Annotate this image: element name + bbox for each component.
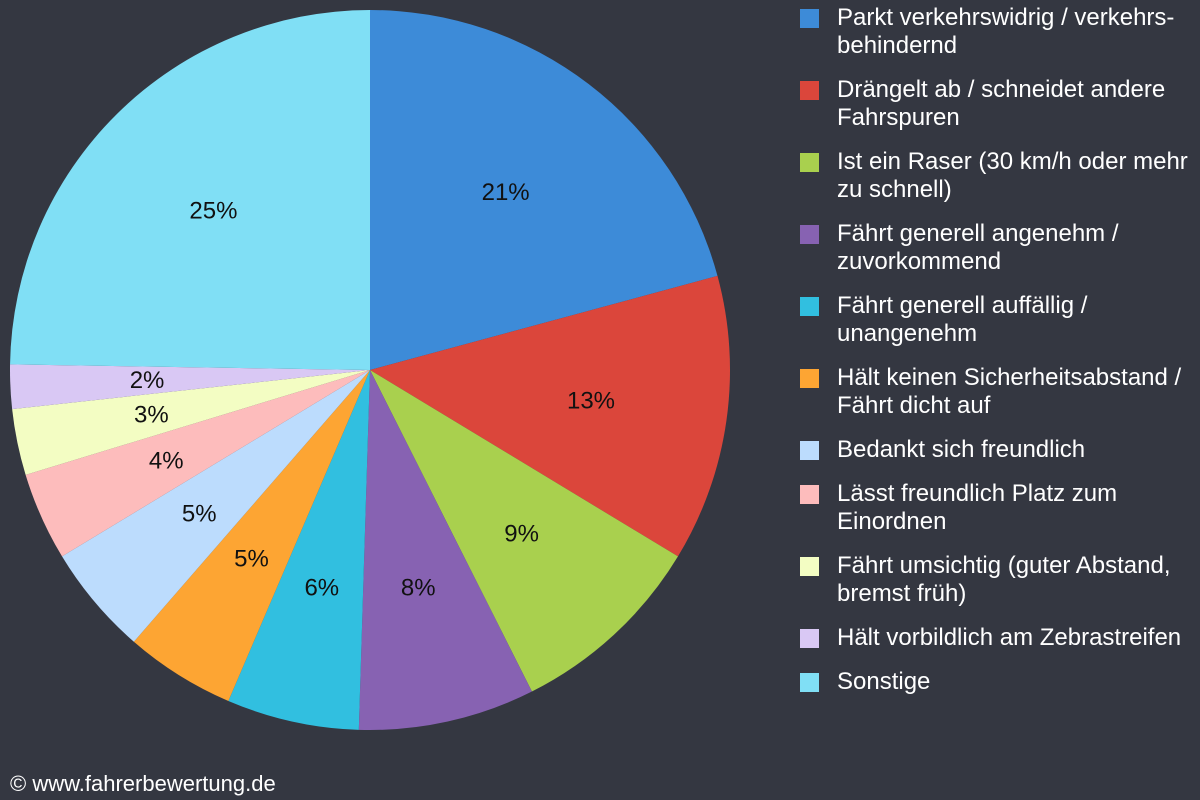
legend-swatch	[800, 153, 819, 172]
slice-label: 6%	[304, 574, 339, 601]
chart-legend: Parkt verkehrswidrig / verkehrs-behinder…	[800, 4, 1195, 712]
legend-swatch	[800, 9, 819, 28]
slice-label: 25%	[189, 197, 237, 224]
slice-label: 5%	[182, 500, 217, 527]
legend-swatch	[800, 81, 819, 100]
pie-slice	[12, 370, 371, 475]
pie-slice	[228, 370, 370, 730]
slice-label: 9%	[504, 520, 539, 547]
legend-item: Bedankt sich freundlich	[800, 436, 1195, 464]
legend-item: Lässt freundlich Platz zum Einordnen	[800, 480, 1195, 536]
legend-label: Drängelt ab / schneidet andere Fahrspure…	[837, 76, 1166, 131]
pie-slice	[25, 370, 371, 557]
pie-slice	[370, 370, 678, 692]
pie-slice	[358, 370, 532, 730]
legend-label: Hält vorbildlich am Zebrastreifen	[837, 624, 1182, 651]
slice-label: 21%	[482, 179, 530, 206]
legend-swatch	[800, 369, 819, 388]
pie-slice	[10, 364, 371, 410]
legend-item: Parkt verkehrswidrig / verkehrs-behinder…	[800, 4, 1195, 60]
legend-swatch	[800, 673, 819, 692]
slice-label: 5%	[234, 546, 269, 573]
pie-slice	[370, 275, 730, 557]
legend-swatch	[800, 225, 819, 244]
legend-item: Ist ein Raser (30 km/h oder mehr zu schn…	[800, 148, 1195, 204]
legend-swatch	[800, 297, 819, 316]
legend-item: Drängelt ab / schneidet andere Fahrspure…	[800, 76, 1195, 132]
slice-label: 13%	[567, 388, 615, 415]
legend-item: Hält keinen Sicherheitsabstand / Fährt d…	[800, 364, 1195, 420]
legend-label: Parkt verkehrswidrig / verkehrs-behinder…	[837, 4, 1175, 59]
legend-swatch	[800, 485, 819, 504]
legend-label: Ist ein Raser (30 km/h oder mehr zu schn…	[837, 148, 1188, 203]
legend-label: Fährt umsichtig (guter Abstand, bremst f…	[837, 552, 1171, 607]
slice-label: 8%	[401, 574, 436, 601]
legend-swatch	[800, 441, 819, 460]
slice-label: 3%	[134, 401, 169, 428]
legend-swatch	[800, 629, 819, 648]
legend-item: Hält vorbildlich am Zebrastreifen	[800, 624, 1195, 652]
slice-label: 2%	[130, 367, 165, 394]
pie-slice	[133, 370, 370, 701]
legend-label: Hält keinen Sicherheitsabstand / Fährt d…	[837, 364, 1182, 419]
legend-label: Fährt generell angenehm / zuvorkommend	[837, 220, 1119, 275]
legend-swatch	[800, 557, 819, 576]
legend-item: Fährt umsichtig (guter Abstand, bremst f…	[800, 552, 1195, 608]
legend-item: Fährt generell auffällig / unangenehm	[800, 292, 1195, 348]
pie-chart: 21% 13% 9% 8% 6% 5% 5% 4% 3% 2% 25%	[10, 10, 730, 730]
slice-label: 4%	[149, 447, 184, 474]
pie-slice	[10, 10, 370, 370]
pie-slice	[370, 10, 718, 370]
legend-item: Fährt generell angenehm / zuvorkommend	[800, 220, 1195, 276]
legend-label: Sonstige	[837, 668, 931, 695]
pie-slice	[62, 370, 370, 642]
copyright-notice: © www.fahrerbewertung.de	[10, 771, 276, 796]
legend-label: Bedankt sich freundlich	[837, 436, 1086, 463]
legend-label: Lässt freundlich Platz zum Einordnen	[837, 480, 1118, 535]
legend-label: Fährt generell auffällig / unangenehm	[837, 292, 1088, 347]
legend-item: Sonstige	[800, 668, 1195, 696]
